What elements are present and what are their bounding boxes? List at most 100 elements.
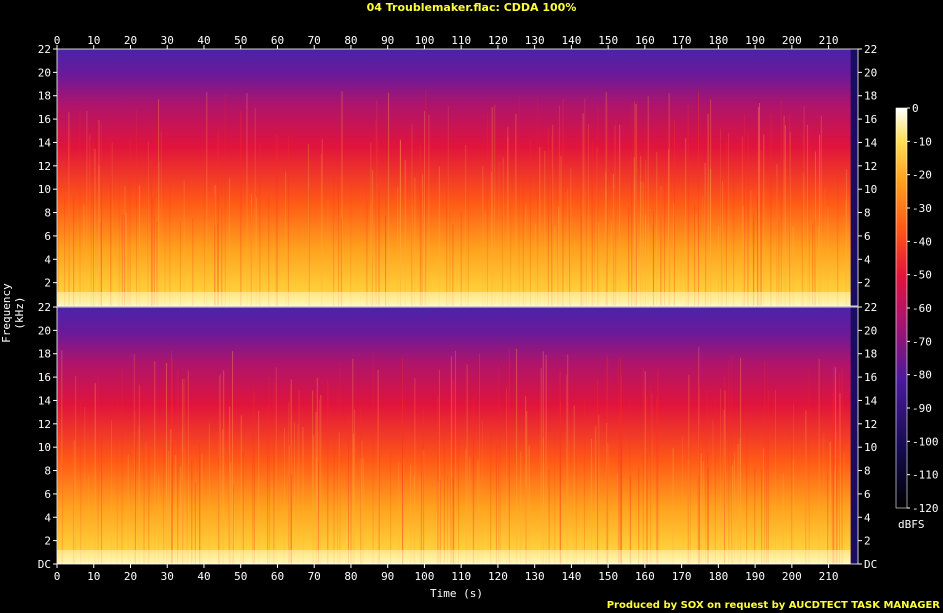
- spectrogram-streak: [721, 181, 723, 306]
- spectrogram-streak: [646, 396, 648, 564]
- spectrogram-streak: [218, 376, 220, 564]
- spectrogram-streak: [827, 425, 829, 564]
- spectrogram-streak: [615, 119, 617, 306]
- y-tick-label: 14: [38, 394, 52, 407]
- spectrogram-streak: [778, 221, 780, 306]
- x-tick-label: 50: [234, 570, 247, 583]
- y-tick-label: 8: [44, 465, 51, 478]
- spectrogram-streak: [73, 197, 75, 306]
- spectrogram-streak: [526, 411, 528, 564]
- spectrogram-streak: [516, 348, 518, 564]
- x-tick-label: 140: [561, 34, 581, 47]
- spectrogram-streak: [747, 133, 749, 306]
- spectrogram-streak: [240, 110, 242, 306]
- spectrogram-streak: [617, 473, 619, 564]
- spectrogram-streak: [159, 161, 161, 306]
- spectrogram-streak: [156, 221, 158, 306]
- spectrogram-streak: [400, 139, 401, 306]
- spectrogram-streak: [361, 440, 363, 564]
- spectrogram-streak: [542, 351, 544, 564]
- spectrogram-streak: [73, 404, 74, 564]
- spectrogram-streak: [298, 390, 300, 564]
- spectrogram-streak: [308, 144, 309, 306]
- spectrogram-streak: [633, 156, 635, 306]
- spectrogram-streak: [792, 459, 794, 564]
- spectrogram-streak: [718, 226, 719, 306]
- spectrogram-streak: [776, 164, 778, 306]
- spectrogram-streak: [327, 380, 329, 564]
- spectrogram-streak: [710, 168, 712, 306]
- spectrogram-streak: [656, 152, 658, 306]
- spectrogram-streak: [390, 451, 392, 564]
- x-tick-label: 130: [525, 34, 545, 47]
- y-tick-label: 22: [864, 301, 877, 314]
- spectrogram-streak: [704, 423, 706, 564]
- spectrogram-streak: [73, 440, 75, 564]
- x-tick-label: 80: [344, 34, 357, 47]
- spectrogram-streak: [467, 174, 469, 306]
- spectrogram-streak: [259, 142, 261, 306]
- colorbar-tick-label: -20: [912, 169, 932, 182]
- spectrogram-streak: [447, 106, 449, 307]
- spectrogram-streak: [290, 379, 292, 564]
- spectrogram-streak: [318, 461, 319, 564]
- spectrogram-streak: [698, 91, 699, 306]
- spectrogram-streak: [285, 171, 287, 306]
- low-frequency-band: [57, 291, 851, 306]
- spectrogram-streak: [700, 453, 702, 564]
- spectrogram-streak: [479, 353, 480, 564]
- spectrogram-streak: [710, 99, 712, 306]
- spectrogram-streak: [163, 441, 165, 564]
- spectrogram-streak: [732, 465, 733, 564]
- spectrogram-streak: [465, 145, 467, 306]
- spectrogram-streak: [605, 171, 607, 306]
- spectrogram-streak: [97, 376, 99, 564]
- y-tick-label: 18: [38, 90, 51, 103]
- spectrogram-streak: [61, 350, 63, 564]
- spectrogram-streak: [466, 364, 468, 564]
- spectrogram-streak: [94, 148, 96, 306]
- y-tick-label: 20: [864, 324, 877, 337]
- spectrogram-streak: [843, 451, 845, 564]
- spectrogram-streak: [353, 433, 355, 564]
- colorbar-unit-label: dBFS: [898, 518, 925, 531]
- spectrogram-streak: [256, 197, 258, 306]
- spectrogram-streak: [734, 452, 735, 564]
- spectrogram-streak: [124, 185, 126, 306]
- x-tick-label: 150: [598, 570, 618, 583]
- spectrogram-streak: [449, 211, 451, 306]
- spectrogram-streak: [154, 361, 156, 564]
- x-tick-label: 110: [451, 34, 471, 47]
- spectrogram-streak: [812, 223, 814, 306]
- spectrogram-streak: [484, 211, 486, 306]
- spectrogram-streak: [607, 359, 609, 564]
- spectrogram-streak: [651, 392, 653, 564]
- y-tick-label: 2: [864, 535, 871, 548]
- spectrogram-streak: [554, 226, 556, 306]
- spectrogram-streak: [481, 421, 483, 564]
- spectrogram-streak: [829, 442, 831, 564]
- spectrogram-streak: [642, 366, 644, 564]
- spectrogram-streak: [525, 486, 527, 564]
- spectrogram-streak: [315, 457, 317, 564]
- spectrogram-streak: [89, 134, 91, 306]
- spectrogram-streak: [313, 434, 315, 564]
- spectrogram-streak: [194, 482, 196, 564]
- spectrogram-streak: [618, 356, 620, 564]
- colorbar: [895, 107, 908, 509]
- spectrogram-streak: [774, 389, 776, 564]
- spectrogram-streak: [450, 356, 452, 564]
- spectrogram-streak: [657, 370, 659, 564]
- y-tick-label: 10: [38, 183, 51, 196]
- spectrogram-streak: [731, 354, 733, 564]
- spectrogram-streak: [258, 410, 260, 564]
- spectrogram-streak: [507, 137, 509, 306]
- y-tick-label: 4: [864, 253, 871, 266]
- spectrogram-streak: [652, 225, 654, 306]
- x-tick-label: 20: [124, 570, 137, 583]
- spectrogram-streak: [518, 94, 520, 306]
- y-tick-label: 4: [44, 511, 51, 524]
- colorbar-tick-label: -70: [912, 335, 932, 348]
- spectrogram-streak: [807, 124, 808, 306]
- spectrogram-streak: [437, 481, 439, 564]
